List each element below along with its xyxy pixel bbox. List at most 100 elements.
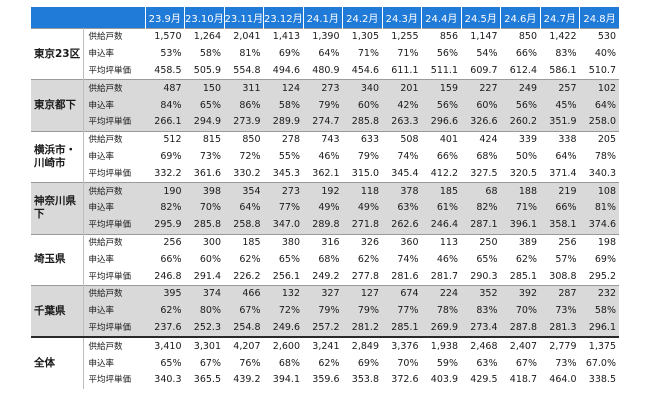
value-cell: 418.7 [500, 371, 540, 389]
value-cell: 403.9 [421, 371, 461, 389]
month-header: 24.6月 [500, 7, 540, 29]
value-cell: 67.0% [579, 355, 619, 372]
value-cell: 83% [540, 45, 580, 63]
value-cell: 464.0 [540, 371, 580, 389]
value-cell: 398 [184, 182, 224, 200]
metric-label: 平均坪単価 [83, 216, 145, 235]
value-cell: 82% [461, 199, 501, 217]
value-cell: 185 [421, 182, 461, 200]
value-cell: 505.9 [184, 62, 224, 80]
value-cell: 273.4 [461, 319, 501, 338]
header-blank-region [31, 7, 83, 29]
value-cell: 65% [184, 97, 224, 114]
value-cell: 295.2 [579, 268, 619, 286]
table-row: 全体 供給戸数 3,410 3,301 4,207 2,600 3,241 2,849 3,37… [31, 336, 619, 389]
value-cell: 466 [224, 284, 264, 303]
value-cell: 185 [224, 233, 264, 252]
value-cell: 258.0 [579, 113, 619, 132]
value-cell: 378 [382, 182, 422, 200]
value-cell: 79% [342, 302, 382, 320]
value-cell: 77% [263, 199, 303, 217]
value-cell: 62% [500, 251, 540, 269]
value-cell: 56% [421, 97, 461, 114]
value-cell: 257 [540, 79, 580, 98]
value-cell: 308.8 [540, 268, 580, 286]
value-cell: 281.6 [382, 268, 422, 286]
value-cell: 494.6 [263, 62, 303, 80]
metric-label: 供給戸数 [83, 233, 145, 252]
value-cell: 3,301 [184, 336, 224, 356]
value-cell: 609.7 [461, 62, 501, 80]
metric-label: 申込率 [83, 148, 145, 166]
value-cell: 510.7 [579, 62, 619, 80]
month-header: 24.1月 [302, 7, 343, 29]
value-cell: 374.6 [579, 216, 619, 235]
value-cell: 285.8 [342, 113, 382, 132]
value-cell: 188 [500, 182, 540, 200]
month-header: 24.2月 [342, 7, 382, 29]
value-cell: 63% [382, 199, 422, 217]
value-cell: 339 [500, 130, 540, 149]
value-cell: 311 [224, 79, 264, 98]
value-cell: 287.1 [461, 216, 501, 235]
header-blank-metric [83, 7, 145, 29]
value-cell: 271.8 [342, 216, 382, 235]
metric-label: 申込率 [83, 45, 145, 63]
value-cell: 273 [303, 79, 343, 98]
value-cell: 192 [303, 182, 343, 200]
region-label: 全体 [31, 336, 84, 389]
metric-label: 平均坪単価 [83, 165, 145, 183]
month-header: 23.10月 [184, 7, 224, 29]
value-cell: 42% [382, 97, 422, 114]
value-cell: 226.2 [224, 268, 264, 286]
value-cell: 360 [382, 233, 422, 252]
table-row: 平均坪単価 266.1 294.9 273.9 289.9 274.7 285.8 263.3… [31, 113, 619, 132]
table-row: 神奈川県下 供給戸数 190 398 354 273 192 118 378 185 68 188 21… [31, 182, 619, 235]
value-cell: 1,570 [145, 27, 185, 46]
value-cell: 150 [184, 79, 224, 98]
value-cell: 249.6 [263, 319, 303, 338]
value-cell: 850 [224, 130, 264, 149]
value-cell: 345.4 [382, 165, 422, 183]
value-cell: 850 [500, 27, 540, 46]
value-cell: 56% [500, 97, 540, 114]
value-cell: 1,390 [303, 27, 343, 46]
value-cell: 70% [184, 199, 224, 217]
value-cell: 61% [421, 199, 461, 217]
metric-label: 申込率 [83, 302, 145, 320]
value-cell: 118 [342, 182, 382, 200]
value-cell: 102 [579, 79, 619, 98]
value-cell: 338.5 [579, 371, 619, 389]
value-cell: 71% [500, 199, 540, 217]
value-cell: 69% [145, 148, 185, 166]
value-cell: 362.1 [303, 165, 343, 183]
value-cell: 1,938 [421, 336, 461, 356]
value-cell: 291.4 [184, 268, 224, 286]
value-cell: 79% [303, 302, 343, 320]
value-cell: 358.1 [540, 216, 580, 235]
value-cell: 1,375 [579, 336, 619, 356]
value-cell: 73% [540, 355, 580, 372]
value-cell: 856 [421, 27, 461, 46]
value-cell: 49% [303, 199, 343, 217]
month-header: 23.11月 [223, 7, 264, 29]
value-cell: 84% [145, 97, 185, 114]
value-cell: 273 [263, 182, 303, 200]
value-cell: 424 [461, 130, 501, 149]
value-cell: 62% [145, 302, 185, 320]
table-header: 23.9月 23.10月 23.11月 23.12月 24.1月 24.2月 2… [31, 7, 619, 29]
value-cell: 1,422 [540, 27, 580, 46]
value-cell: 250 [461, 233, 501, 252]
value-cell: 429.5 [461, 371, 501, 389]
metric-label: 平均坪単価 [83, 319, 145, 338]
value-cell: 3,410 [145, 336, 185, 356]
value-cell: 68% [263, 355, 303, 372]
table-row: 東京23区 供給戸数 1,570 1,264 2,041 1,413 1,390 1,305 1… [31, 27, 619, 80]
value-cell: 287.8 [500, 319, 540, 338]
value-cell: 285.1 [382, 319, 422, 338]
value-cell: 327 [303, 284, 343, 303]
value-cell: 132 [263, 284, 303, 303]
month-header: 24.7月 [539, 7, 580, 29]
value-cell: 67% [224, 302, 264, 320]
value-cell: 72% [263, 302, 303, 320]
